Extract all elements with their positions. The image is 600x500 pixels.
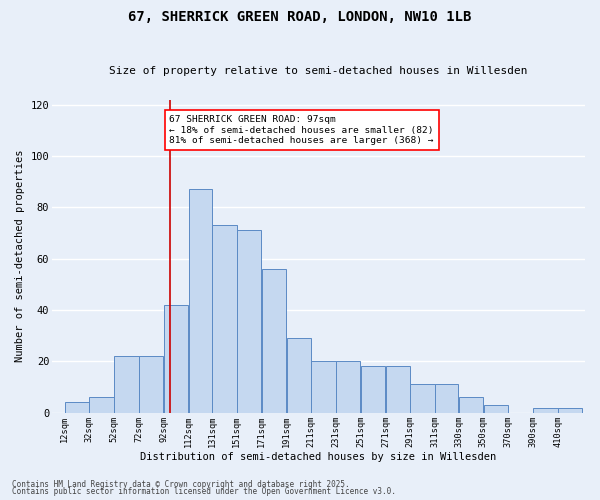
Bar [188,190,212,412]
Bar [287,338,311,412]
Bar [410,384,435,412]
Bar [114,356,139,412]
Bar [361,366,385,412]
Bar [459,398,483,412]
Text: 67, SHERRICK GREEN ROAD, LONDON, NW10 1LB: 67, SHERRICK GREEN ROAD, LONDON, NW10 1L… [128,10,472,24]
Text: Contains public sector information licensed under the Open Government Licence v3: Contains public sector information licen… [12,487,396,496]
Title: Size of property relative to semi-detached houses in Willesden: Size of property relative to semi-detach… [109,66,528,76]
Bar [65,402,89,412]
Bar [533,408,557,412]
Bar [558,408,583,412]
Bar [139,356,163,412]
Bar [435,384,458,412]
Y-axis label: Number of semi-detached properties: Number of semi-detached properties [15,150,25,362]
Text: Contains HM Land Registry data © Crown copyright and database right 2025.: Contains HM Land Registry data © Crown c… [12,480,350,489]
Text: 67 SHERRICK GREEN ROAD: 97sqm
← 18% of semi-detached houses are smaller (82)
81%: 67 SHERRICK GREEN ROAD: 97sqm ← 18% of s… [169,115,434,145]
Bar [237,230,262,412]
X-axis label: Distribution of semi-detached houses by size in Willesden: Distribution of semi-detached houses by … [140,452,497,462]
Bar [336,362,361,412]
Bar [262,269,286,412]
Bar [89,398,114,412]
Bar [164,305,188,412]
Bar [386,366,410,412]
Bar [484,405,508,412]
Bar [212,226,236,412]
Bar [311,362,336,412]
